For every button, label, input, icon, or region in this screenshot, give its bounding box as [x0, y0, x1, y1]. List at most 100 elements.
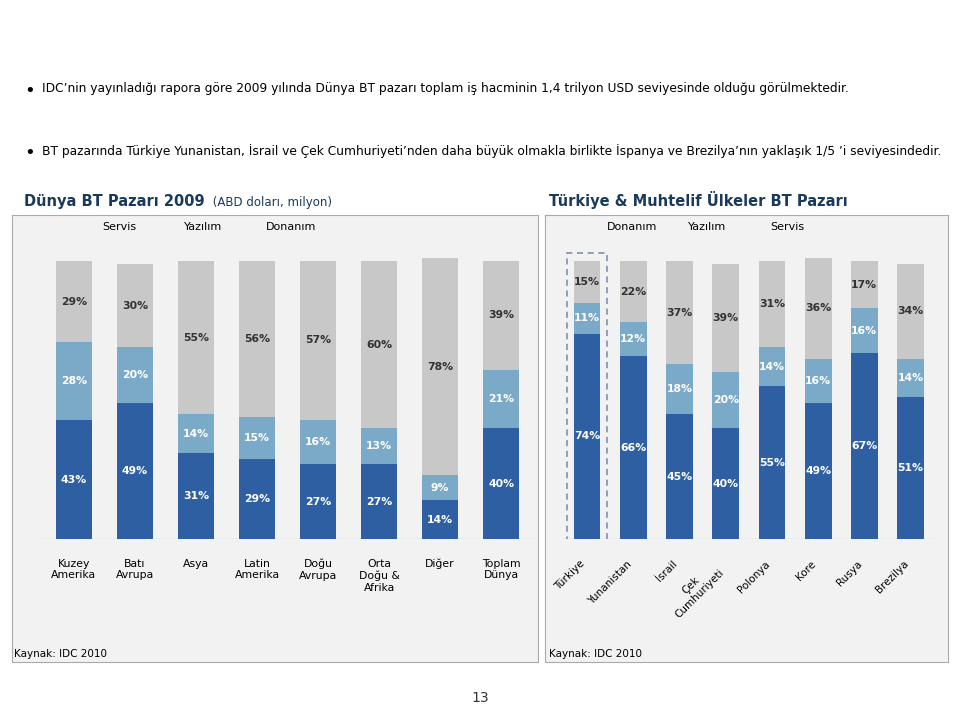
- Text: 14%: 14%: [427, 515, 453, 525]
- Bar: [179, 414, 214, 453]
- Text: 9%: 9%: [431, 483, 449, 493]
- Text: 16%: 16%: [305, 437, 331, 447]
- Text: Türkiye: Türkiye: [553, 559, 587, 592]
- Text: Kaynak: IDC 2010: Kaynak: IDC 2010: [549, 649, 642, 659]
- Text: 22%: 22%: [620, 287, 646, 297]
- Bar: [758, 387, 785, 539]
- Text: 55%: 55%: [183, 333, 209, 342]
- Text: Servis: Servis: [770, 222, 804, 232]
- Text: Dünya BT Pazarı 2009: Dünya BT Pazarı 2009: [24, 193, 204, 209]
- Text: 66%: 66%: [620, 442, 646, 452]
- Bar: [666, 364, 693, 414]
- Text: Latin
Amerika: Latin Amerika: [234, 559, 279, 581]
- Text: 15%: 15%: [574, 277, 600, 287]
- Bar: [851, 308, 877, 353]
- Text: Polonya: Polonya: [736, 559, 772, 594]
- Text: Asya: Asya: [183, 559, 209, 569]
- Bar: [804, 403, 831, 539]
- Bar: [422, 258, 458, 476]
- Text: 56%: 56%: [244, 334, 270, 344]
- Text: 14%: 14%: [183, 429, 209, 439]
- Text: 18%: 18%: [666, 384, 692, 394]
- Bar: [712, 264, 739, 372]
- Bar: [484, 370, 518, 428]
- Bar: [179, 261, 214, 414]
- Text: Türkiye & Muhtelif Ülkeler BT Pazarı: Türkiye & Muhtelif Ülkeler BT Pazarı: [549, 190, 848, 209]
- Text: 37%: 37%: [666, 308, 692, 318]
- Text: 12%: 12%: [620, 334, 646, 344]
- Bar: [361, 261, 396, 428]
- Text: 14%: 14%: [898, 373, 924, 383]
- Bar: [620, 261, 647, 322]
- Text: 14%: 14%: [758, 362, 785, 372]
- Bar: [300, 261, 336, 420]
- Text: 55%: 55%: [759, 458, 785, 468]
- Bar: [179, 453, 214, 539]
- Text: 36%: 36%: [805, 303, 831, 313]
- Text: 43%: 43%: [60, 474, 87, 484]
- Text: 39%: 39%: [712, 313, 739, 323]
- Text: 29%: 29%: [244, 494, 270, 504]
- Bar: [574, 334, 600, 539]
- Text: Orta
Doğu &
Afrika: Orta Doğu & Afrika: [359, 559, 399, 593]
- Bar: [239, 261, 275, 417]
- Text: 27%: 27%: [305, 497, 331, 507]
- Text: 16%: 16%: [805, 376, 831, 386]
- Bar: [712, 428, 739, 539]
- Text: 40%: 40%: [712, 479, 739, 489]
- Bar: [57, 261, 91, 342]
- Bar: [898, 397, 924, 539]
- Text: 30%: 30%: [122, 300, 148, 311]
- Text: Donanım: Donanım: [607, 222, 657, 232]
- Text: Kuzey
Amerika: Kuzey Amerika: [51, 559, 96, 581]
- Text: 34%: 34%: [898, 306, 924, 316]
- Text: •: •: [24, 144, 35, 162]
- Bar: [758, 348, 785, 387]
- Bar: [851, 353, 877, 539]
- Text: 11%: 11%: [574, 313, 600, 323]
- Text: 29%: 29%: [60, 297, 87, 306]
- Text: Kore: Kore: [795, 559, 818, 582]
- Bar: [574, 303, 600, 334]
- Text: 49%: 49%: [122, 466, 148, 476]
- Text: 67%: 67%: [852, 441, 877, 451]
- Text: 13%: 13%: [366, 441, 392, 451]
- Text: Rusya: Rusya: [835, 559, 864, 588]
- Bar: [758, 261, 785, 348]
- Bar: [804, 358, 831, 403]
- Bar: [666, 261, 693, 364]
- Text: 20%: 20%: [122, 370, 148, 380]
- Text: 13: 13: [471, 691, 489, 705]
- Bar: [620, 322, 647, 355]
- Bar: [300, 420, 336, 464]
- Text: 49%: 49%: [805, 466, 831, 476]
- Bar: [57, 420, 91, 539]
- Text: 45%: 45%: [666, 472, 692, 481]
- Text: 57%: 57%: [305, 335, 331, 345]
- Bar: [57, 342, 91, 420]
- Text: 17%: 17%: [852, 279, 877, 290]
- Text: 39%: 39%: [488, 311, 515, 321]
- Bar: [851, 261, 877, 308]
- Text: 28%: 28%: [60, 376, 87, 386]
- Bar: [898, 358, 924, 397]
- Text: 21%: 21%: [488, 394, 515, 404]
- Text: (ABD doları, milyon): (ABD doları, milyon): [209, 195, 332, 209]
- Text: IDC’nin yayınladığı rapora göre 2009 yılında Dünya BT pazarı toplam iş hacminin : IDC’nin yayınladığı rapora göre 2009 yıl…: [42, 82, 849, 95]
- Bar: [239, 459, 275, 539]
- Text: 74%: 74%: [574, 432, 600, 442]
- Bar: [117, 264, 153, 348]
- Bar: [898, 264, 924, 358]
- Bar: [484, 428, 518, 539]
- Bar: [804, 258, 831, 358]
- Text: •: •: [24, 82, 35, 100]
- Text: 60%: 60%: [366, 340, 392, 350]
- Text: Çek
Cumhuriyeti: Çek Cumhuriyeti: [665, 559, 726, 620]
- Text: Yunanistan: Yunanistan: [586, 559, 634, 606]
- Bar: [361, 464, 396, 539]
- Text: Yazılım: Yazılım: [184, 222, 223, 232]
- Bar: [422, 500, 458, 539]
- Bar: [574, 261, 600, 303]
- Text: BT pazarında Türkiye Yunanistan, İsrail ve Çek Cumhuriyeti’nden daha büyük olmak: BT pazarında Türkiye Yunanistan, İsrail …: [42, 144, 942, 158]
- Text: 31%: 31%: [183, 492, 209, 501]
